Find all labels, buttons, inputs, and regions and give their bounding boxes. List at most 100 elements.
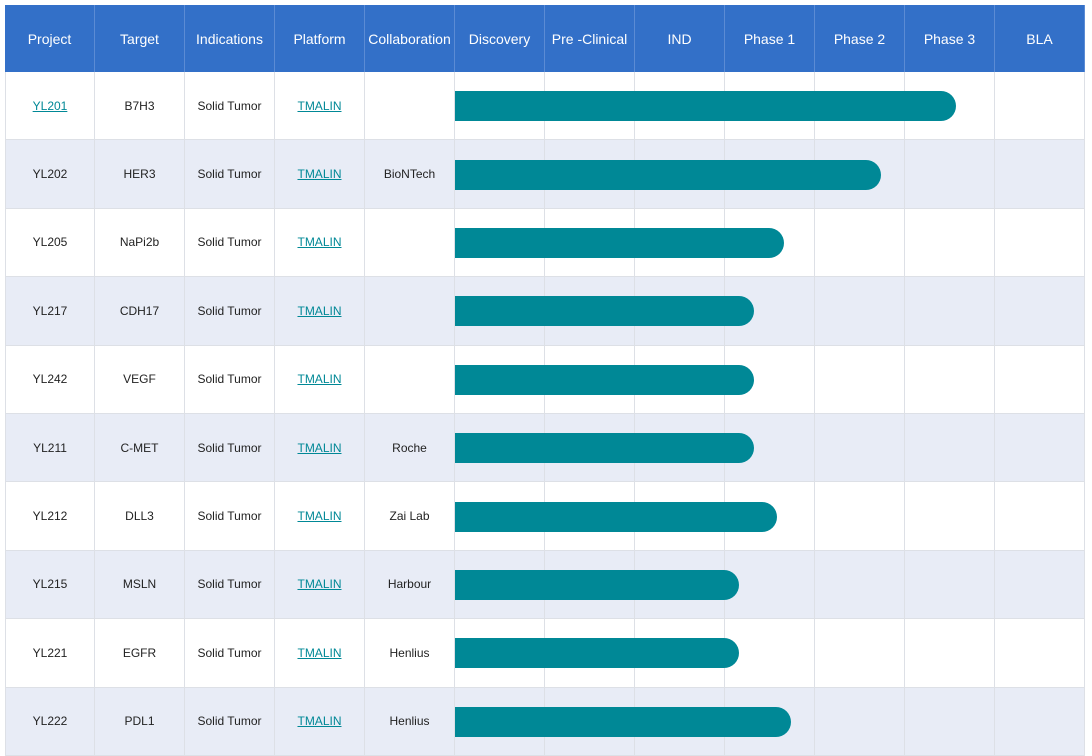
table-cell: Harbour <box>365 551 455 619</box>
table-cell: Solid Tumor <box>185 72 275 140</box>
table-cell <box>995 619 1085 687</box>
table-cell <box>815 482 905 550</box>
table-cell: YL212 <box>5 482 95 550</box>
table-cell: TMALIN <box>275 346 365 414</box>
table-cell: Zai Lab <box>365 482 455 550</box>
link[interactable]: TMALIN <box>297 167 341 181</box>
table-cell: B7H3 <box>95 72 185 140</box>
table-cell <box>905 140 995 208</box>
table-cell <box>905 277 995 345</box>
link[interactable]: TMALIN <box>297 509 341 523</box>
collaboration-text: Roche <box>392 441 427 455</box>
target-text: PDL1 <box>124 714 154 728</box>
table-cell <box>815 619 905 687</box>
project-text: YL212 <box>33 509 68 523</box>
table-cell <box>905 688 995 756</box>
project-text: YL242 <box>33 372 68 386</box>
table-cell: TMALIN <box>275 482 365 550</box>
table-cell: TMALIN <box>275 277 365 345</box>
link[interactable]: TMALIN <box>297 304 341 318</box>
table-cell: TMALIN <box>275 414 365 482</box>
project-text: YL215 <box>33 577 68 591</box>
table-cell <box>905 346 995 414</box>
table-cell: YL222 <box>5 688 95 756</box>
indication-text: Solid Tumor <box>197 99 261 113</box>
target-text: DLL3 <box>125 509 154 523</box>
table-cell <box>905 209 995 277</box>
link[interactable]: TMALIN <box>297 714 341 728</box>
table-cell <box>365 209 455 277</box>
column-header: Phase 2 <box>815 5 905 72</box>
table-cell: YL221 <box>5 619 95 687</box>
target-text: B7H3 <box>124 99 154 113</box>
table-cell <box>365 72 455 140</box>
table-cell: Solid Tumor <box>185 619 275 687</box>
table-cell <box>815 551 905 619</box>
table-cell: Solid Tumor <box>185 551 275 619</box>
link[interactable]: TMALIN <box>297 235 341 249</box>
link[interactable]: TMALIN <box>297 577 341 591</box>
collaboration-text: Henlius <box>389 714 429 728</box>
column-header: Collaboration <box>365 5 455 72</box>
link[interactable]: TMALIN <box>297 441 341 455</box>
table-cell <box>995 414 1085 482</box>
table-cell: DLL3 <box>95 482 185 550</box>
table-cell: Henlius <box>365 619 455 687</box>
project-text: YL202 <box>33 167 68 181</box>
progress-bar <box>455 160 881 190</box>
table-cell: Henlius <box>365 688 455 756</box>
table-cell: TMALIN <box>275 619 365 687</box>
table-cell <box>905 551 995 619</box>
table-cell: EGFR <box>95 619 185 687</box>
table-cell <box>815 277 905 345</box>
table-cell: HER3 <box>95 140 185 208</box>
table-cell: YL202 <box>5 140 95 208</box>
progress-bar <box>455 502 777 532</box>
target-text: CDH17 <box>120 304 159 318</box>
progress-bar <box>455 638 739 668</box>
collaboration-text: Harbour <box>388 577 431 591</box>
progress-bar <box>455 433 754 463</box>
indication-text: Solid Tumor <box>197 441 261 455</box>
table-cell: YL217 <box>5 277 95 345</box>
progress-bar <box>455 707 791 737</box>
table-cell <box>905 619 995 687</box>
table-cell: Solid Tumor <box>185 346 275 414</box>
table-cell: VEGF <box>95 346 185 414</box>
indication-text: Solid Tumor <box>197 235 261 249</box>
table-cell <box>995 72 1085 140</box>
table-cell: CDH17 <box>95 277 185 345</box>
table-cell: YL205 <box>5 209 95 277</box>
collaboration-text: Henlius <box>389 646 429 660</box>
table-cell: BioNTech <box>365 140 455 208</box>
progress-bar <box>455 365 754 395</box>
target-text: MSLN <box>123 577 156 591</box>
table-cell: TMALIN <box>275 209 365 277</box>
indication-text: Solid Tumor <box>197 646 261 660</box>
indication-text: Solid Tumor <box>197 372 261 386</box>
column-header: Discovery <box>455 5 545 72</box>
table-cell: YL211 <box>5 414 95 482</box>
table-cell: Roche <box>365 414 455 482</box>
table-cell <box>815 414 905 482</box>
table-cell <box>995 551 1085 619</box>
column-header: Target <box>95 5 185 72</box>
link[interactable]: TMALIN <box>297 99 341 113</box>
table-cell <box>995 140 1085 208</box>
table-cell: TMALIN <box>275 551 365 619</box>
table-cell: TMALIN <box>275 140 365 208</box>
column-header: Phase 3 <box>905 5 995 72</box>
link[interactable]: YL201 <box>33 99 68 113</box>
indication-text: Solid Tumor <box>197 577 261 591</box>
table-cell: PDL1 <box>95 688 185 756</box>
link[interactable]: TMALIN <box>297 372 341 386</box>
project-text: YL217 <box>33 304 68 318</box>
table-cell <box>995 688 1085 756</box>
progress-bar <box>455 228 784 258</box>
link[interactable]: TMALIN <box>297 646 341 660</box>
table-cell: Solid Tumor <box>185 140 275 208</box>
target-text: HER3 <box>123 167 155 181</box>
table-cell <box>995 209 1085 277</box>
column-header: Indications <box>185 5 275 72</box>
